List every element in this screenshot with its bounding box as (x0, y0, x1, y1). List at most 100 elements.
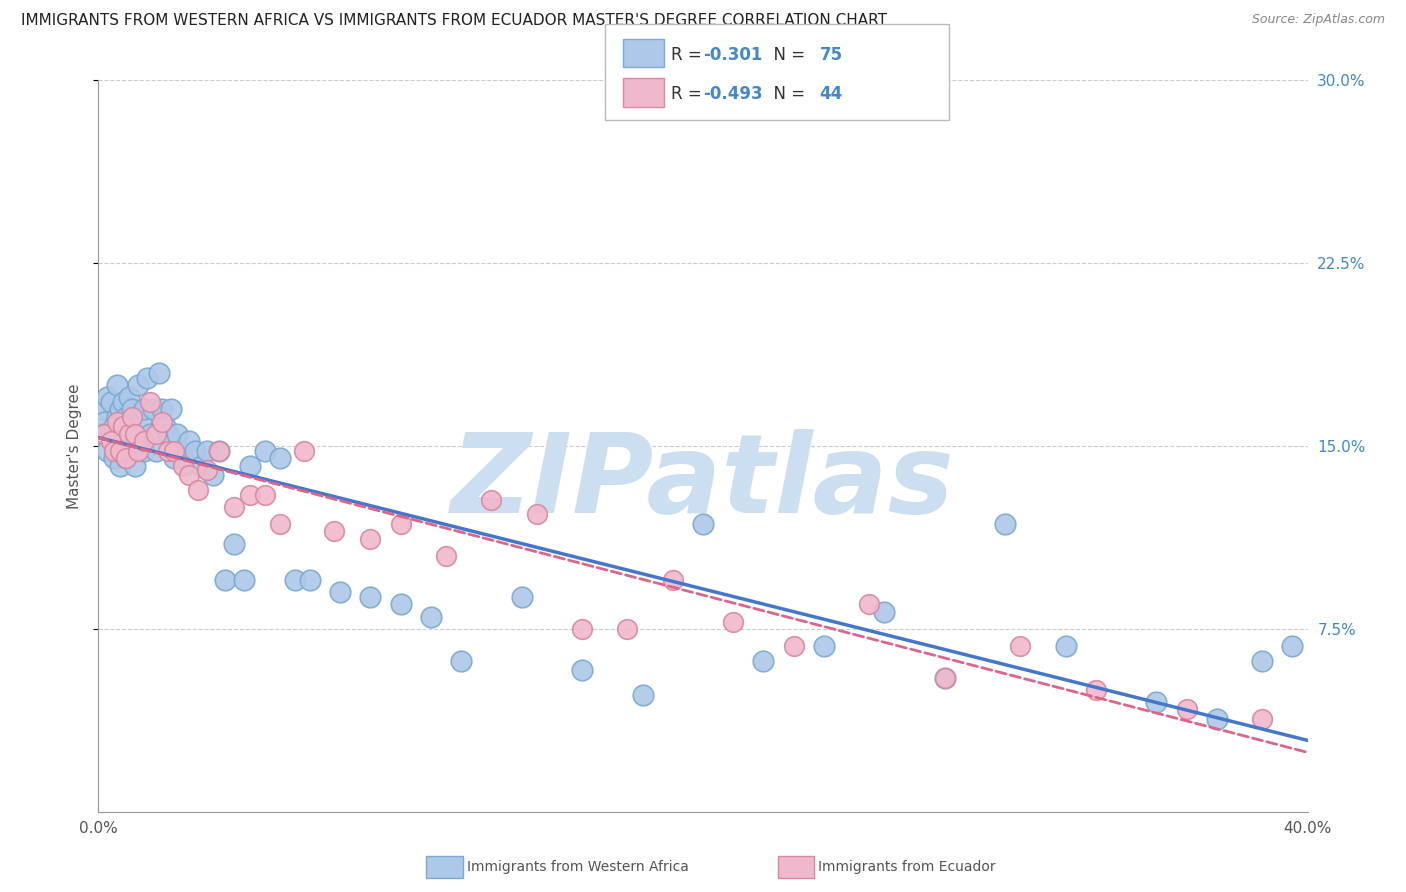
Point (1085, 682, 1108, 697)
Point (111, 443, 134, 458)
Text: -0.493: -0.493 (703, 85, 762, 103)
Point (145, 443, 167, 458)
Point (284, 573, 307, 587)
Point (662, 573, 685, 587)
Point (239, 488, 262, 502)
Point (148, 366, 170, 380)
Point (105, 443, 128, 458)
Point (994, 516, 1017, 531)
Point (163, 451, 186, 466)
Point (121, 409, 143, 424)
Point (299, 573, 322, 587)
Point (184, 443, 207, 458)
Point (389, 516, 412, 531)
Point (93, 415, 115, 429)
Text: R =: R = (671, 45, 707, 63)
Point (208, 443, 231, 458)
Text: IMMIGRANTS FROM WESTERN AFRICA VS IMMIGRANTS FROM ECUADOR MASTER'S DEGREE CORREL: IMMIGRANTS FROM WESTERN AFRICA VS IMMIGR… (21, 13, 887, 29)
Point (96, 443, 118, 458)
Point (360, 590, 382, 604)
Point (172, 451, 194, 466)
Point (481, 492, 503, 507)
Text: Source: ZipAtlas.com: Source: ZipAtlas.com (1251, 13, 1385, 27)
Point (96, 390, 118, 404)
Text: N =: N = (763, 45, 811, 63)
Text: R =: R = (671, 85, 707, 103)
Point (156, 426, 179, 441)
Point (127, 378, 149, 392)
Point (420, 609, 443, 624)
Point (253, 443, 276, 458)
Point (118, 426, 141, 441)
Point (105, 415, 128, 429)
Point (150, 415, 173, 429)
Point (145, 426, 167, 441)
Point (142, 402, 165, 417)
Point (114, 451, 136, 466)
Point (139, 395, 162, 409)
Point (571, 622, 593, 636)
Point (179, 434, 201, 449)
Point (100, 395, 122, 409)
Point (450, 654, 472, 668)
Point (323, 524, 346, 539)
Point (127, 443, 149, 458)
Point (93, 426, 115, 441)
Point (1281, 639, 1303, 653)
Point (108, 443, 131, 458)
Point (239, 458, 262, 473)
Point (135, 370, 157, 384)
Point (360, 532, 382, 546)
Point (526, 508, 548, 522)
Point (118, 443, 141, 458)
Point (163, 443, 186, 458)
Point (1206, 712, 1229, 726)
Point (160, 402, 183, 417)
Point (510, 590, 533, 604)
Point (121, 402, 143, 417)
Point (934, 671, 956, 685)
Point (224, 500, 246, 514)
Point (187, 483, 209, 497)
Point (132, 402, 155, 417)
Point (108, 426, 131, 441)
Point (100, 434, 122, 449)
Point (253, 488, 276, 502)
Point (103, 451, 125, 466)
Text: 75: 75 (820, 45, 842, 63)
Point (434, 549, 457, 563)
Point (111, 419, 134, 434)
Point (190, 458, 212, 473)
Point (114, 451, 136, 466)
Text: N =: N = (763, 85, 811, 103)
Point (100, 426, 122, 441)
Point (1251, 654, 1274, 668)
Point (195, 463, 218, 477)
Point (179, 468, 201, 483)
Point (269, 516, 291, 531)
Point (114, 409, 136, 424)
Point (105, 409, 128, 424)
Point (103, 419, 125, 434)
Point (329, 585, 352, 599)
Point (692, 516, 714, 531)
Point (172, 458, 194, 473)
Point (1010, 639, 1032, 653)
Point (873, 605, 896, 619)
Point (150, 402, 173, 417)
Text: Immigrants from Ecuador: Immigrants from Ecuador (818, 860, 995, 874)
Point (108, 458, 131, 473)
Point (616, 622, 638, 636)
Point (153, 419, 176, 434)
Text: Immigrants from Western Africa: Immigrants from Western Africa (467, 860, 689, 874)
Point (202, 468, 225, 483)
Point (169, 443, 191, 458)
Point (132, 434, 155, 449)
Point (1175, 702, 1198, 716)
Point (934, 671, 956, 685)
Point (139, 426, 162, 441)
Text: ZIPatlas: ZIPatlas (451, 429, 955, 536)
Point (195, 443, 218, 458)
Point (723, 615, 745, 629)
Point (269, 451, 291, 466)
